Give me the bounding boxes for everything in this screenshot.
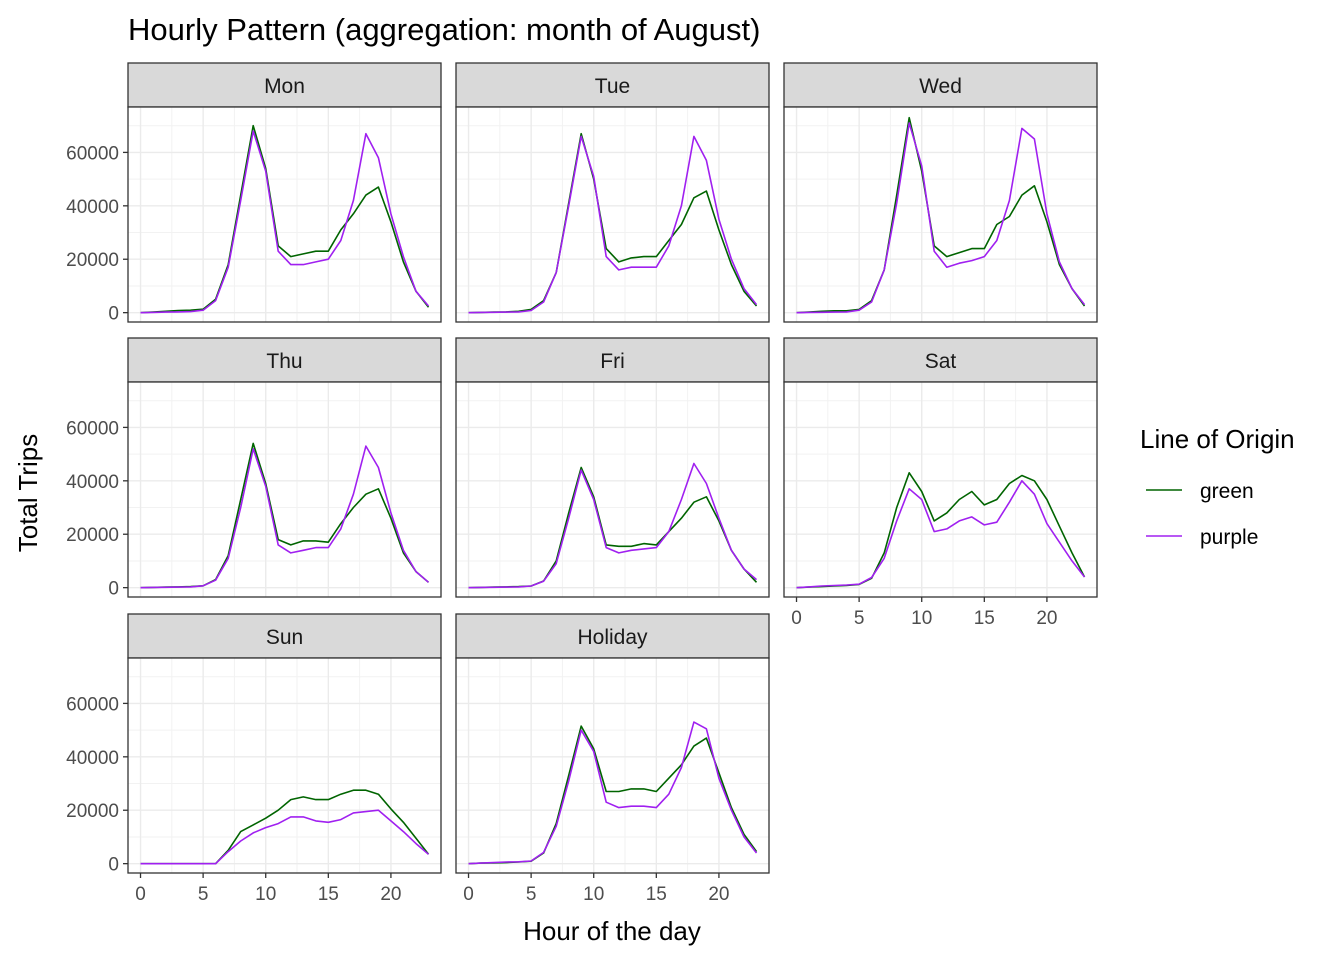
panel-background: [128, 382, 441, 597]
x-tick-label: 15: [974, 608, 995, 629]
y-tick-label: 20000: [66, 250, 119, 271]
strip-thu: [127, 337, 442, 383]
strip-mon: [127, 62, 442, 108]
panel-border: [455, 381, 770, 598]
x-axis-title: Hour of the day: [523, 916, 701, 946]
x-tick-label: 10: [255, 884, 276, 905]
strip-label-sat: Sat: [925, 350, 957, 373]
panel-wed: Wed: [783, 62, 1098, 323]
x-tick-label: 0: [791, 608, 802, 629]
x-tick-label: 0: [135, 884, 146, 905]
panel-border: [455, 657, 770, 874]
x-tick-label: 5: [526, 884, 537, 905]
series-green-mon: [140, 124, 430, 314]
series-purple-fri: [468, 462, 758, 589]
panel-background: [456, 382, 769, 597]
y-tick-label: 60000: [66, 418, 119, 439]
strip-label-fri: Fri: [600, 350, 625, 373]
strip-label-wed: Wed: [919, 75, 962, 98]
x-tick-label: 5: [198, 884, 209, 905]
panel-background: [456, 107, 769, 322]
strip-tue: [455, 62, 770, 108]
panel-background: [784, 382, 1097, 597]
y-tick-label: 0: [108, 304, 119, 325]
panel-border: [783, 381, 1098, 598]
x-tick-label: 20: [380, 884, 401, 905]
legend: Line of Origin green purple: [1140, 424, 1295, 549]
x-tick-label: 10: [911, 608, 932, 629]
strip-label-thu: Thu: [266, 350, 302, 373]
x-tick-label: 5: [854, 608, 865, 629]
legend-title: Line of Origin: [1140, 424, 1295, 454]
series-purple-sun: [140, 809, 430, 865]
panel-tue: Tue: [455, 62, 770, 323]
x-tick-label: 10: [583, 884, 604, 905]
panel-background: [128, 107, 441, 322]
series-purple-sat: [796, 479, 1086, 589]
panel-thu: Thu 0 20000 40000 60000: [66, 337, 442, 600]
panel-mon: Mon 0 20000 40000 60000: [66, 62, 442, 325]
y-tick-label: 40000: [66, 748, 119, 769]
y-tick-label: 0: [108, 579, 119, 600]
x-tick-label: 0: [463, 884, 474, 905]
strip-label-holiday: Holiday: [577, 626, 648, 649]
x-tick-label: 20: [1036, 608, 1057, 629]
panel-border: [455, 106, 770, 323]
strip-label-tue: Tue: [595, 75, 630, 98]
series-purple-mon: [140, 130, 430, 314]
y-tick-label: 60000: [66, 143, 119, 164]
legend-label-purple: purple: [1200, 526, 1258, 549]
strip-label-mon: Mon: [264, 75, 305, 98]
strip-wed: [783, 62, 1098, 108]
series-purple-thu: [140, 445, 430, 589]
panel-border: [783, 106, 1098, 323]
panel-background: [128, 658, 441, 873]
series-green-wed: [796, 116, 1086, 314]
y-tick-label: 20000: [66, 525, 119, 546]
legend-label-green: green: [1200, 480, 1254, 503]
panel-border: [127, 381, 442, 598]
y-tick-label: 60000: [66, 694, 119, 715]
y-tick-label: 0: [108, 855, 119, 876]
panel-background: [456, 658, 769, 873]
panel-holiday: Holiday 0 5 10 15 20: [455, 613, 770, 905]
x-tick-label: 15: [318, 884, 339, 905]
panel-border: [127, 106, 442, 323]
panel-sun: Sun 0 20000 40000 60000 0 5 10 15 20: [66, 613, 442, 905]
y-tick-label: 40000: [66, 472, 119, 493]
strip-label-sun: Sun: [266, 626, 303, 649]
chart-title: Hourly Pattern (aggregation: month of Au…: [128, 12, 760, 47]
x-tick-label: 20: [708, 884, 729, 905]
series-purple-tue: [468, 135, 758, 314]
y-tick-label: 40000: [66, 197, 119, 218]
series-purple-wed: [796, 122, 1086, 314]
strip-sun: [127, 613, 442, 659]
strip-sat: [783, 337, 1098, 383]
panel-sat: Sat 0 5 10 15 20: [783, 337, 1098, 629]
series-purple-holiday: [468, 721, 758, 865]
panel-background: [784, 107, 1097, 322]
y-tick-label: 20000: [66, 801, 119, 822]
strip-holiday: [455, 613, 770, 659]
y-axis-title: Total Trips: [13, 434, 43, 553]
panel-border: [127, 657, 442, 874]
x-tick-label: 15: [646, 884, 667, 905]
panel-fri: Fri: [455, 337, 770, 598]
